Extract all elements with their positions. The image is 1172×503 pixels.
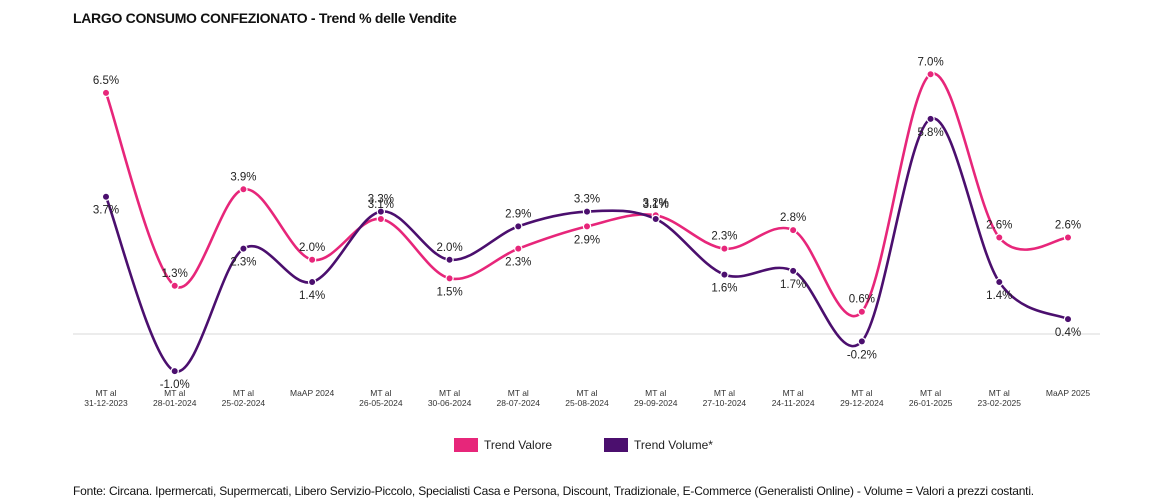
data-point-trend-valore-13 bbox=[995, 233, 1004, 242]
data-label-trend-volume-1: -1.0% bbox=[160, 379, 190, 391]
x-tick-label-11: MT al 29-12-2024 bbox=[840, 388, 884, 408]
data-point-trend-valore-12 bbox=[926, 70, 935, 79]
data-label-trend-volume-12: 5.8% bbox=[917, 127, 943, 139]
x-tick-label-10: MT al 24-11-2024 bbox=[772, 388, 815, 408]
data-point-trend-volume-2 bbox=[239, 244, 248, 253]
data-point-trend-valore-4 bbox=[376, 214, 386, 224]
data-label-trend-volume-5: 2.0% bbox=[436, 242, 462, 254]
data-point-trend-valore-11 bbox=[857, 307, 867, 316]
x-tick-label-14: MaAP 2025 bbox=[1046, 388, 1091, 398]
data-label-trend-valore-14: 2.6% bbox=[1055, 220, 1081, 232]
data-label-trend-valore-11: 0.6% bbox=[849, 294, 875, 306]
data-point-trend-volume-11 bbox=[857, 337, 867, 346]
data-point-trend-valore-6 bbox=[514, 244, 523, 253]
legend-swatch-trend-volume bbox=[604, 438, 629, 452]
x-tick-label-5: MT al 30-06-2024 bbox=[428, 388, 472, 408]
x-tick-label-12: MT al 26-01-2025 bbox=[909, 388, 953, 408]
x-tick-label-9: MT al 27-10-2024 bbox=[703, 388, 747, 408]
data-label-trend-volume-11: -0.2% bbox=[847, 349, 877, 361]
data-point-trend-volume-5 bbox=[445, 255, 454, 264]
data-label-trend-volume-6: 2.9% bbox=[505, 208, 531, 220]
data-point-trend-valore-1 bbox=[170, 281, 179, 290]
data-points-layer bbox=[101, 70, 1073, 376]
x-tick-label-13: MT al 23-02-2025 bbox=[978, 388, 1022, 408]
data-point-trend-valore-9 bbox=[720, 244, 729, 253]
data-label-trend-valore-7: 2.9% bbox=[574, 234, 600, 246]
data-point-trend-volume-9 bbox=[720, 270, 729, 279]
data-label-trend-valore-0: 6.5% bbox=[93, 75, 119, 87]
data-label-trend-volume-7: 3.3% bbox=[574, 194, 600, 206]
x-tick-label-1: MT al 28-01-2024 bbox=[153, 388, 197, 408]
data-point-trend-volume-6 bbox=[514, 222, 523, 231]
data-point-trend-valore-2 bbox=[239, 185, 248, 194]
data-labels-layer: 6.5%3.7%1.3%-1.0%3.9%2.3%2.0%1.4%3.1%3.3… bbox=[93, 56, 1081, 391]
data-point-trend-volume-7 bbox=[582, 207, 592, 216]
data-label-trend-volume-2: 2.3% bbox=[230, 257, 256, 269]
data-point-trend-volume-0 bbox=[101, 192, 111, 201]
data-label-trend-valore-13: 2.6% bbox=[986, 220, 1012, 232]
data-point-trend-valore-5 bbox=[445, 274, 454, 283]
source-footnote: Fonte: Circana. Ipermercati, Supermercat… bbox=[73, 484, 1034, 498]
x-tick-label-2: MT al 25-02-2024 bbox=[222, 388, 266, 408]
data-label-trend-valore-8: 3.2% bbox=[643, 197, 669, 209]
data-label-trend-volume-14: 0.4% bbox=[1055, 327, 1081, 339]
data-label-trend-volume-4: 3.3% bbox=[368, 194, 394, 206]
legend-label-trend-valore: Trend Valore bbox=[484, 438, 553, 452]
x-tick-labels-layer: MT al 31-12-2023 MT al 28-01-2024 MT al 25-02… bbox=[84, 388, 1090, 408]
legend-swatch-trend-valore bbox=[454, 438, 478, 452]
data-point-trend-valore-3 bbox=[307, 255, 317, 264]
data-label-trend-valore-2: 3.9% bbox=[230, 171, 256, 183]
legend: Trend Valore Trend Volume* bbox=[454, 438, 713, 452]
x-tick-label-4: MT al 26-05-2024 bbox=[359, 388, 403, 408]
x-tick-label-3: MaAP 2024 bbox=[290, 388, 335, 398]
data-label-trend-valore-12: 7.0% bbox=[917, 56, 943, 68]
data-point-trend-valore-7 bbox=[582, 222, 592, 231]
data-point-trend-volume-1 bbox=[170, 366, 179, 376]
data-point-trend-volume-13 bbox=[995, 277, 1004, 287]
data-point-trend-volume-4 bbox=[376, 207, 386, 216]
data-point-trend-volume-14 bbox=[1063, 314, 1073, 324]
data-label-trend-valore-1: 1.3% bbox=[162, 268, 188, 280]
x-tick-label-0: MT al 31-12-2023 bbox=[84, 388, 128, 408]
data-point-trend-volume-8 bbox=[651, 214, 660, 224]
data-label-trend-volume-3: 1.4% bbox=[299, 290, 325, 302]
data-point-trend-volume-3 bbox=[307, 277, 317, 287]
data-label-trend-valore-4: 3.1% bbox=[368, 199, 394, 211]
data-label-trend-valore-9: 2.3% bbox=[711, 231, 737, 243]
x-tick-label-7: MT al 25-08-2024 bbox=[565, 388, 609, 408]
chart-title: LARGO CONSUMO CONFEZIONATO - Trend % del… bbox=[73, 10, 457, 26]
data-label-trend-valore-5: 1.5% bbox=[436, 286, 462, 298]
data-label-trend-volume-10: 1.7% bbox=[780, 279, 806, 291]
legend-item-trend-volume: Trend Volume* bbox=[604, 438, 713, 452]
data-label-trend-volume-9: 1.6% bbox=[711, 283, 737, 295]
data-point-trend-volume-12 bbox=[926, 114, 935, 124]
data-label-trend-valore-6: 2.3% bbox=[505, 257, 531, 269]
legend-item-trend-valore: Trend Valore bbox=[454, 438, 552, 452]
data-point-trend-valore-10 bbox=[788, 225, 798, 235]
line-chart: 6.5%3.7%1.3%-1.0%3.9%2.3%2.0%1.4%3.1%3.3… bbox=[73, 56, 1100, 408]
legend-label-trend-volume: Trend Volume* bbox=[634, 438, 713, 452]
x-tick-label-6: MT al 28-07-2024 bbox=[497, 388, 541, 408]
data-point-trend-valore-14 bbox=[1063, 233, 1073, 242]
data-point-trend-volume-10 bbox=[788, 266, 798, 276]
data-label-trend-valore-10: 2.8% bbox=[780, 212, 806, 224]
data-point-trend-valore-0 bbox=[101, 88, 111, 98]
data-label-trend-valore-3: 2.0% bbox=[299, 242, 325, 254]
data-label-trend-volume-13: 1.4% bbox=[986, 290, 1012, 302]
data-label-trend-volume-8: 3.1% bbox=[643, 199, 669, 211]
data-label-trend-volume-0: 3.7% bbox=[93, 205, 119, 217]
x-tick-label-8: MT al 29-09-2024 bbox=[634, 388, 678, 408]
